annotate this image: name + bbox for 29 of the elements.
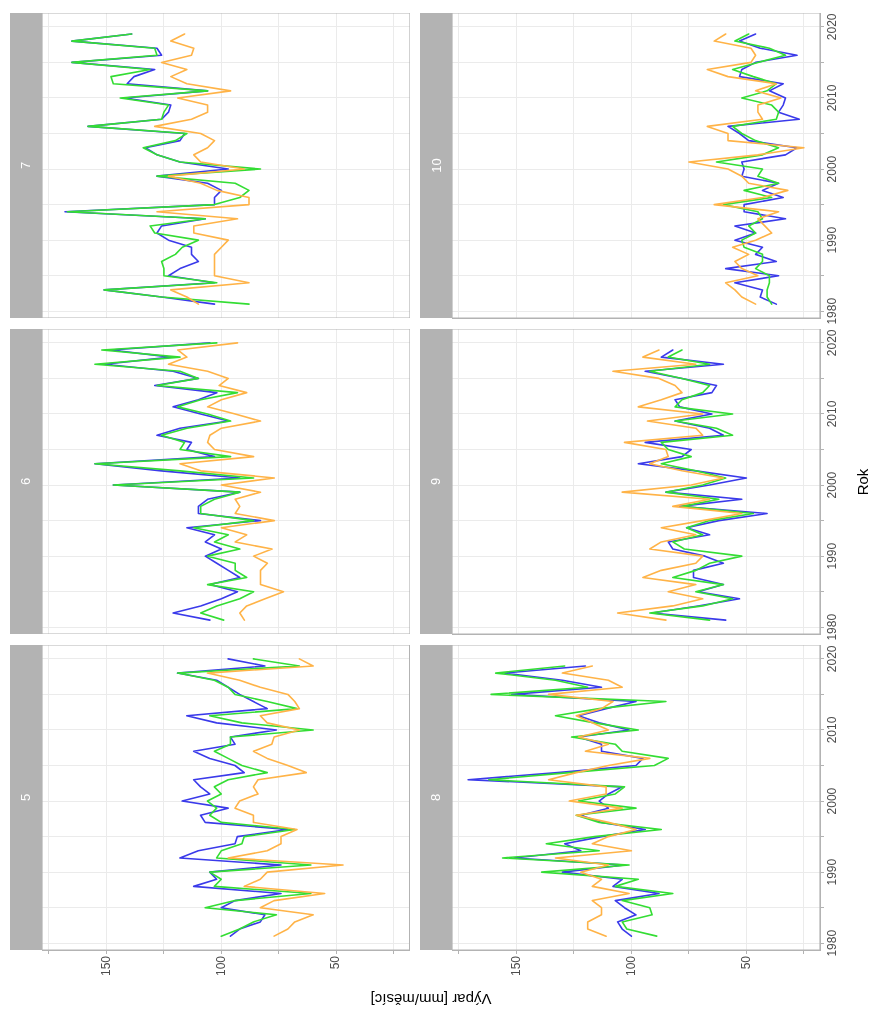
- text: 10: [428, 158, 444, 173]
- y-tick-label: 2010: [825, 716, 840, 744]
- y-tick-label: 1980: [825, 297, 840, 325]
- y-tick-label: 1990: [825, 226, 840, 254]
- y-tick-label: 1980: [825, 613, 840, 641]
- text: 6: [18, 477, 34, 486]
- text: 8: [428, 793, 444, 802]
- y-tick-label: 1990: [825, 542, 840, 570]
- y-tick-label: 2020: [825, 329, 840, 357]
- y-tick-label: 1980: [825, 929, 840, 957]
- text: 5: [18, 793, 34, 802]
- y-tick-label: 2000: [825, 155, 840, 183]
- x-tick-label: 50: [328, 955, 343, 970]
- x-axis-title: Výpar [mm/měsíc]: [369, 990, 493, 1008]
- text: 7: [18, 161, 34, 170]
- y-tick-label: 2010: [825, 400, 840, 428]
- y-tick-label: 2020: [825, 645, 840, 673]
- x-tick-label: 100: [623, 955, 638, 977]
- y-tick-label: 2020: [825, 13, 840, 41]
- x-tick-label: 150: [508, 955, 523, 977]
- text: 9: [428, 477, 444, 486]
- y-tick-label: 2010: [825, 84, 840, 112]
- y-tick-label: 2000: [825, 471, 840, 499]
- x-tick-label: 50: [738, 955, 753, 970]
- x-tick-label: 100: [213, 955, 228, 977]
- y-axis-title: Rok: [854, 467, 872, 497]
- x-tick-label: 150: [98, 955, 113, 977]
- y-tick-label: 1990: [825, 858, 840, 886]
- y-tick-label: 2000: [825, 787, 840, 815]
